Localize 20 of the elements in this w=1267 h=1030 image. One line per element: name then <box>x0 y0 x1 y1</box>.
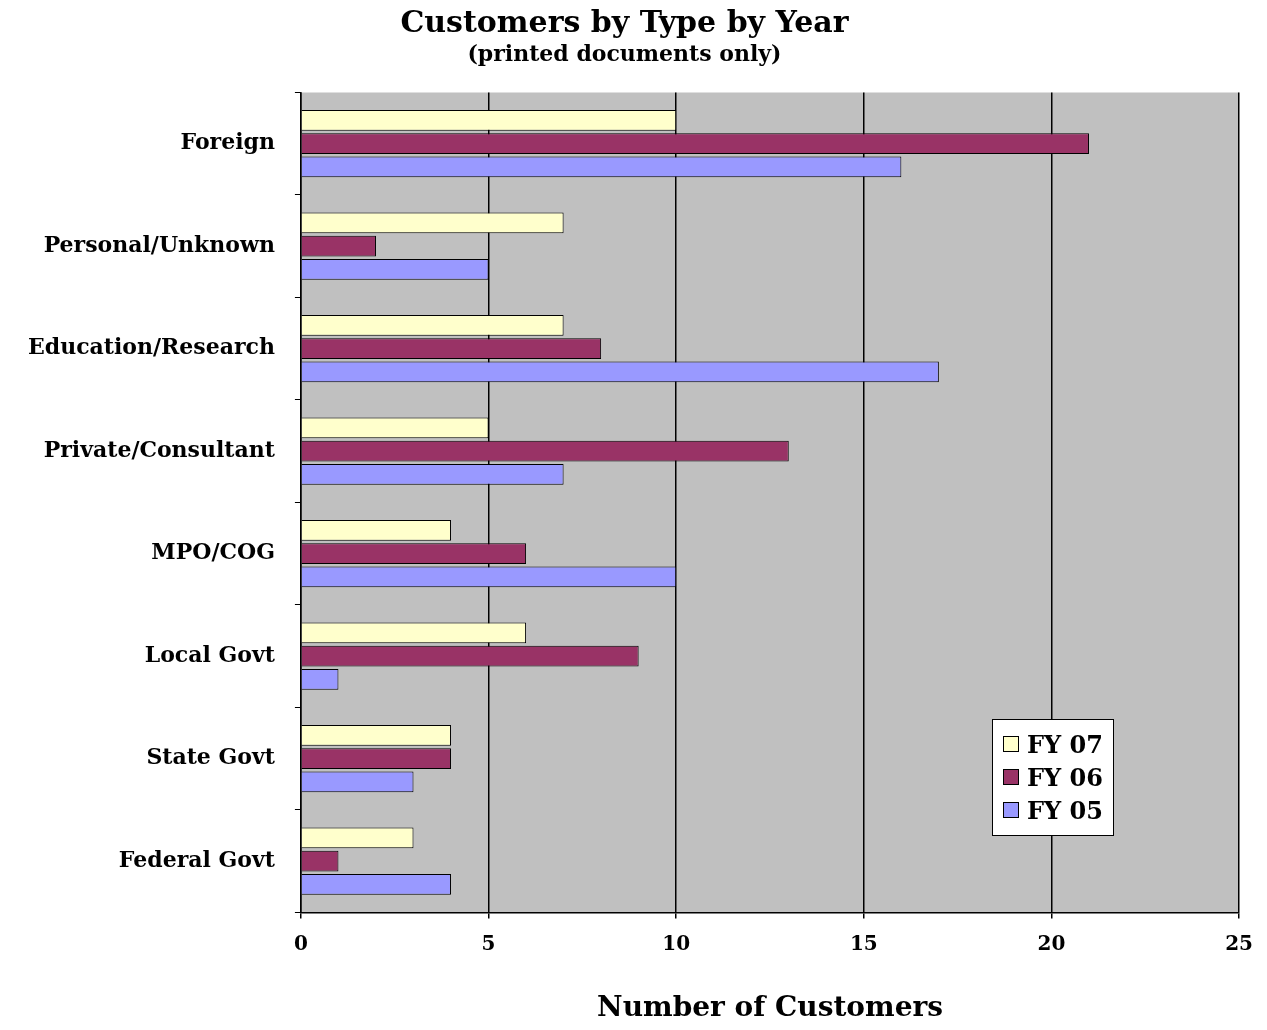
chart-subtitle: (printed documents only) <box>467 39 782 66</box>
legend-label: FY 06 <box>1027 762 1104 792</box>
y-tick-label: Foreign <box>180 128 275 155</box>
y-tick-label: Local Govt <box>144 640 276 667</box>
y-tick-label: MPO/COG <box>151 538 275 565</box>
legend-label: FY 05 <box>1027 795 1104 825</box>
y-tick-label: Personal/Unknown <box>43 230 275 257</box>
y-tick-label: Private/Consultant <box>43 435 276 462</box>
chart-title: Customers by Type by Year <box>400 3 850 39</box>
y-tick-label: Federal Govt <box>118 845 276 872</box>
x-tick-label: 10 <box>662 930 691 955</box>
x-tick-label: 25 <box>1225 930 1254 955</box>
x-tick-label: 5 <box>481 930 496 955</box>
legend-label: FY 07 <box>1027 729 1104 759</box>
x-tick-label: 15 <box>849 930 878 955</box>
x-tick-label: 0 <box>293 930 308 955</box>
x-tick-label: 20 <box>1037 930 1066 955</box>
x-axis-title: Number of Customers <box>597 990 943 1024</box>
y-tick-label: State Govt <box>146 743 276 770</box>
y-tick-label: Education/Research <box>28 333 275 360</box>
